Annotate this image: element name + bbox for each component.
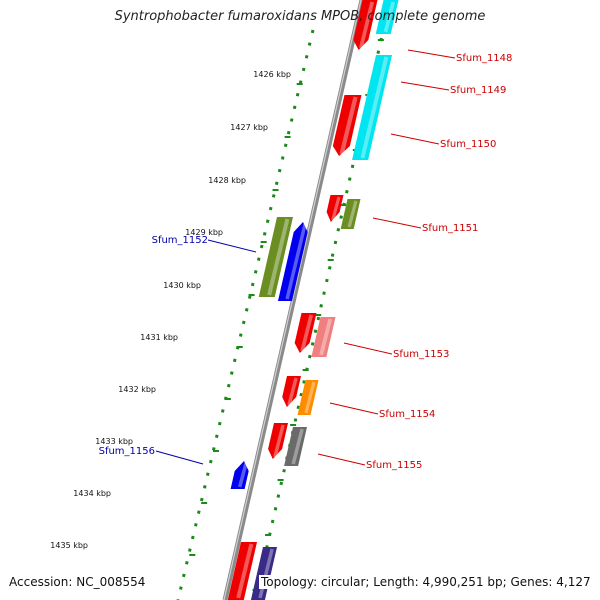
scale-label: 1432 kbp [118,385,156,394]
gene-label: Sfum_1153 [393,349,449,360]
gene-1151-red [326,195,344,222]
gene-label: Sfum_1151 [422,223,478,234]
gene-1155-grey [284,427,307,466]
scale-label: 1429 kbp [185,228,223,237]
gene-1148-cyan [375,0,399,34]
scale-label: 1426 kbp [253,70,291,79]
gene-label: Sfum_1155 [366,460,422,471]
label-leader-line [407,49,456,59]
gene-1155-red [268,423,288,459]
gene-1154-red [282,376,301,407]
gene-1149-red [332,95,362,156]
scale-label: 1434 kbp [73,489,111,498]
scale-label: 1427 kbp [230,123,268,132]
gene-features [227,0,399,600]
tick-marks [189,39,384,591]
label-leader-line [155,450,204,465]
label-leader-line [317,453,366,466]
genome-backbone-highlight [223,0,362,600]
gene-1151-olive [340,199,361,229]
scale-label: 1433 kbp [95,437,133,446]
gene-1156-blue [230,461,249,489]
scale-label: 1435 kbp [50,541,88,550]
gene-label: Sfum_1154 [379,409,435,420]
gene-label: Sfum_1152 [152,235,208,246]
scale-label: 1428 kbp [208,176,246,185]
label-leader-line [329,402,379,415]
gene-1152-blue [277,222,308,301]
label-leader-line [343,342,393,355]
gene-label: Sfum_1150 [440,139,496,150]
gene-label: Sfum_1148 [456,53,512,64]
gene-1150-cyan [352,55,392,160]
label-leader-line [207,239,257,253]
kbp-scale: 1426 kbp 1427 kbp 1428 kbp 1429 kbp 1430 kbp… [50,70,291,550]
gene-red-bottom [227,542,257,600]
gene-1152-olive [258,217,293,297]
scale-label: 1431 kbp [140,333,178,342]
label-leader-line [390,133,440,145]
gene-label: Sfum_1156 [99,446,155,457]
gene-labels: Sfum_1148 Sfum_1149 Sfum_1150 Sfum_1151 Sfum… [99,49,512,471]
label-leader-line [372,217,422,229]
gene-1153-pink [311,317,336,357]
label-leader-line [400,81,450,91]
accession-text: Accession: NC_008554 [9,575,146,589]
topology-text: Topology: circular; Length: 4,990,251 bp… [259,575,593,589]
gene-label: Sfum_1149 [450,85,506,96]
scale-label: 1430 kbp [163,281,201,290]
genome-backbone [222,0,365,600]
gene-navy-bottom [250,547,277,600]
gene-1153-red [294,313,317,353]
page-title: Syntrophobacter fumaroxidans MPOB, compl… [114,9,486,24]
gene-1154-orange [297,380,319,415]
gene-1148-red [353,0,378,50]
